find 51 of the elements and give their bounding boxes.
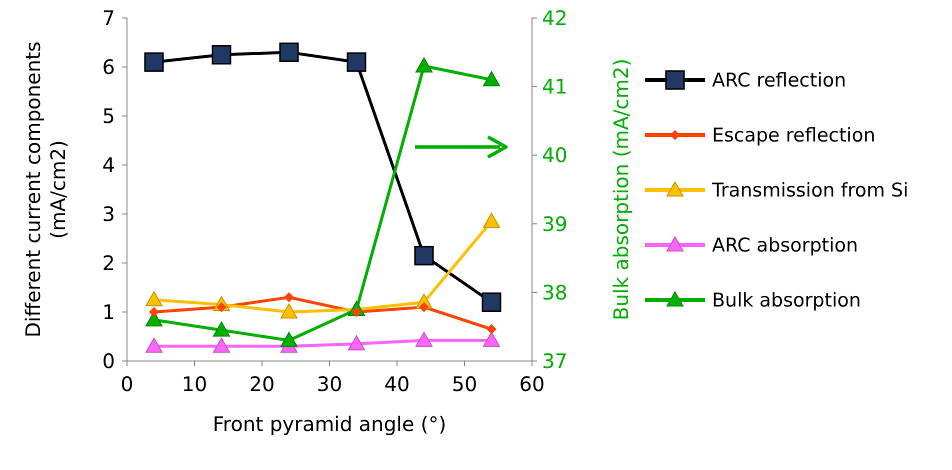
y-tick-label: 7 [102, 6, 115, 30]
point [414, 246, 434, 266]
x-tick-label: 30 [316, 372, 342, 396]
legend-label: ARC absorption [712, 234, 858, 257]
point [212, 45, 232, 64]
point [280, 304, 298, 318]
legend-label: Bulk absorption [712, 290, 861, 312]
x-tick-label: 50 [452, 372, 478, 396]
y-tick-label: 4 [102, 153, 115, 177]
x-axis-title: Front pyramid angle (°) [212, 412, 446, 436]
y2-tick-label: 37 [542, 349, 568, 373]
x-tick-label: 20 [249, 372, 275, 396]
point [486, 324, 496, 334]
y-axis-title: Different current components (mA/cm2) [21, 41, 70, 338]
legend-label: Transmission from Si [711, 180, 908, 202]
y-tick-label: 1 [102, 300, 115, 324]
point [416, 332, 432, 347]
point [213, 322, 230, 337]
y2-axis-title: Bulk absorption (mA/cm2) [609, 58, 633, 320]
y2-tick-label: 42 [542, 6, 568, 30]
point [419, 302, 429, 312]
point [483, 212, 500, 228]
point [284, 292, 294, 302]
y2-tick-label: 40 [542, 143, 568, 168]
point [149, 307, 159, 317]
x-tick-label: 0 [120, 372, 134, 396]
y-tick-label: 3 [102, 202, 115, 226]
point [348, 335, 365, 350]
y-tick-label: 0 [102, 349, 115, 373]
point [144, 52, 164, 72]
y2-tick-label: 39 [542, 212, 568, 236]
point [346, 52, 366, 72]
legend-label: Escape reflection [712, 124, 876, 147]
x-tick-label: 60 [519, 372, 545, 396]
y-tick-label: 5 [102, 104, 115, 128]
point [146, 291, 162, 306]
x-tick-label: 10 [182, 372, 208, 396]
point [213, 338, 230, 353]
y2-tick-label: 41 [542, 74, 568, 99]
point [483, 332, 500, 347]
point [483, 71, 500, 86]
y2-tick-label: 38 [542, 280, 568, 304]
y-tick-label: 2 [102, 251, 115, 275]
point [482, 292, 502, 312]
x-tick-label: 40 [384, 372, 410, 396]
point [279, 42, 299, 62]
point [416, 58, 432, 73]
point [146, 338, 162, 353]
legend-label: ARC reflection [712, 70, 846, 92]
point [280, 332, 298, 347]
y-tick-label: 6 [102, 55, 115, 79]
